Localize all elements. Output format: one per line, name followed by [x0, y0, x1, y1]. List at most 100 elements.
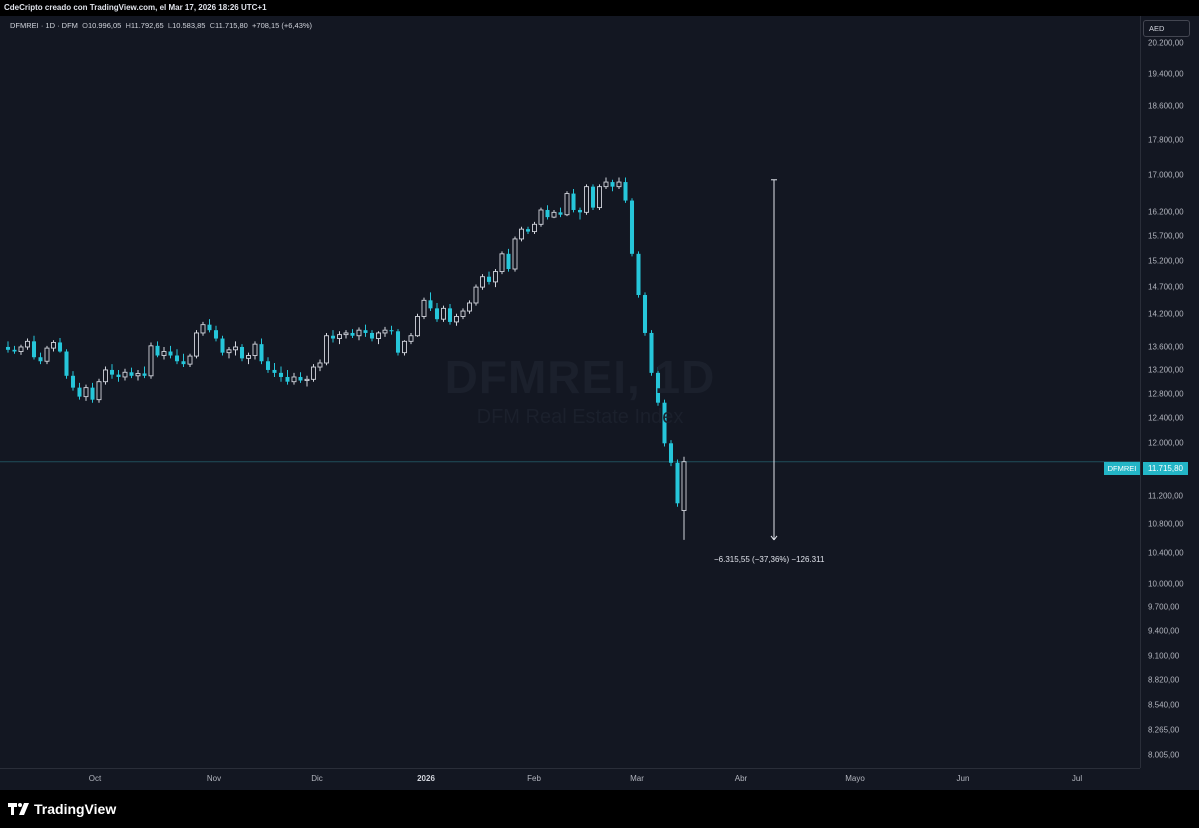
candle: [655, 367, 661, 406]
legend-high-label: H: [125, 21, 131, 30]
candle: [499, 251, 505, 275]
candle: [434, 302, 440, 322]
price-tick-2: 18.600,00: [1148, 101, 1184, 111]
time-tick-2: Dic: [311, 774, 323, 783]
candle: [603, 177, 609, 189]
candle: [96, 378, 102, 403]
candle: [428, 292, 433, 312]
price-tick-25: 8.265,00: [1148, 725, 1180, 735]
candle: [421, 297, 427, 320]
candle: [285, 369, 290, 385]
time-tick-0: Oct: [88, 774, 102, 783]
candle: [376, 331, 381, 345]
price-tick-1: 19.400,00: [1148, 69, 1184, 79]
time-tick-1: Nov: [206, 774, 222, 783]
time-tick-6: Abr: [734, 774, 748, 783]
candle: [363, 324, 368, 337]
candle: [369, 330, 375, 342]
time-tick-4: Feb: [527, 774, 541, 783]
price-tick-14: 12.000,00: [1148, 438, 1184, 448]
legend-symbol[interactable]: DFMREI · 1D · DFM: [10, 21, 78, 30]
candle: [298, 372, 303, 383]
candle: [454, 313, 459, 326]
candle: [38, 352, 43, 365]
candle: [220, 335, 225, 356]
price-tick-3: 17.800,00: [1148, 135, 1184, 145]
price-tick-12: 12.800,00: [1148, 389, 1184, 399]
price-tick-7: 15.200,00: [1148, 256, 1184, 266]
candle: [5, 341, 11, 353]
price-tick-21: 9.400,00: [1148, 626, 1180, 636]
price-tick-18: 10.400,00: [1148, 548, 1184, 558]
candle: [77, 382, 82, 400]
candle: [402, 340, 407, 356]
currency-button[interactable]: AED: [1143, 20, 1190, 37]
chart-frame: [0, 16, 1199, 790]
candle: [415, 313, 420, 337]
caption-bar: CdeCripto creado con TradingView.com, el…: [0, 0, 1199, 16]
tradingview-brand: TradingView: [34, 801, 117, 817]
time-tick-7: Mayo: [845, 774, 865, 783]
candle: [246, 352, 251, 365]
candle: [681, 456, 687, 540]
candle: [551, 209, 557, 219]
chart-pane[interactable]: [0, 16, 1141, 768]
tradingview-logo-icon: [8, 803, 29, 815]
candle: [90, 382, 95, 403]
candle: [44, 345, 50, 365]
price-tick-17: 10.800,00: [1148, 519, 1184, 529]
candle: [324, 332, 329, 366]
candle: [25, 338, 30, 350]
price-tick-13: 12.400,00: [1148, 413, 1184, 423]
candle: [272, 362, 277, 377]
candle: [584, 184, 589, 215]
tradingview-logo[interactable]: TradingView: [8, 800, 116, 818]
candle: [187, 353, 193, 368]
candle: [304, 375, 310, 387]
price-tick-16: 11.200,00: [1148, 491, 1183, 501]
price-tick-23: 8.820,00: [1148, 675, 1180, 685]
candle: [623, 177, 628, 203]
candle: [389, 325, 394, 335]
candle: [311, 364, 316, 382]
candle: [558, 207, 563, 218]
candle: [18, 344, 24, 355]
ohlc-legend[interactable]: DFMREI · 1D · DFM O10.996,05 H11.792,65 …: [10, 21, 312, 30]
price-tick-9: 14.200,00: [1148, 309, 1184, 319]
candle: [83, 384, 89, 401]
candle: [597, 184, 602, 210]
price-tick-20: 9.700,00: [1148, 602, 1180, 612]
time-axis[interactable]: [0, 768, 1140, 791]
candle: [662, 399, 667, 447]
price-tick-8: 14.700,00: [1148, 282, 1184, 292]
candle: [116, 369, 121, 382]
footer-bar: [0, 790, 1199, 828]
candle: [129, 367, 134, 379]
candle: [395, 329, 401, 356]
candle: [122, 368, 128, 381]
candle: [252, 341, 258, 360]
candle: [168, 345, 173, 359]
candle: [31, 335, 37, 360]
candle: [233, 341, 238, 356]
candle: [317, 359, 323, 372]
candle: [675, 459, 680, 507]
candle: [577, 207, 583, 220]
candle: [265, 357, 271, 373]
candle: [473, 284, 479, 306]
candle: [155, 341, 160, 358]
candle: [408, 332, 414, 345]
candle: [174, 349, 180, 365]
candle: [181, 353, 186, 368]
legend-open: 10.996,05: [87, 21, 122, 30]
time-tick-5: Mar: [630, 774, 644, 783]
candle: [610, 179, 615, 192]
candle: [103, 366, 108, 385]
candle: [467, 300, 472, 314]
legend-low-label: L: [167, 21, 173, 30]
price-range-measure[interactable]: [770, 179, 778, 541]
candle: [525, 226, 531, 235]
candle: [161, 346, 167, 360]
time-tick-3: 2026: [417, 774, 435, 783]
